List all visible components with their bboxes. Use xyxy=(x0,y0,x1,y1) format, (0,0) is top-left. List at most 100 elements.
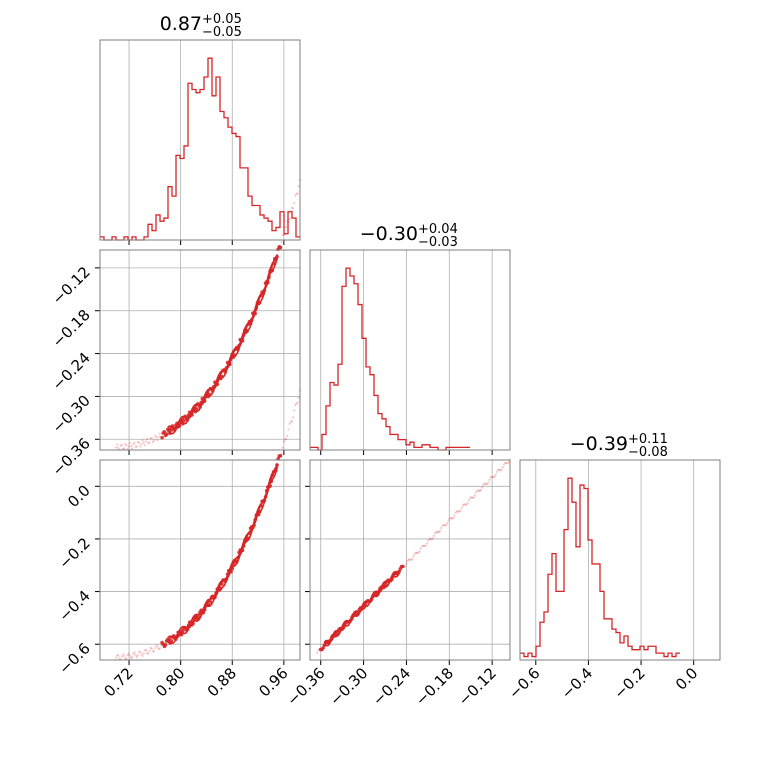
scatter-point xyxy=(402,565,406,568)
panel-frame xyxy=(99,249,301,451)
scatter-point xyxy=(133,651,136,654)
y-tick-label: −0.12 xyxy=(49,263,94,308)
title-param-2-plus: +0.11 xyxy=(628,432,668,447)
scatter-point xyxy=(125,444,128,447)
scatter-point xyxy=(501,466,504,469)
y-tick-label: −0.36 xyxy=(49,434,94,479)
scatter-point xyxy=(138,441,141,444)
scatter-point xyxy=(123,447,126,450)
histogram-0 xyxy=(100,57,300,241)
scatter-point xyxy=(463,503,466,506)
scatter-point xyxy=(317,649,320,652)
scatter-point xyxy=(457,510,460,513)
scatter-point xyxy=(411,557,414,560)
scatter-point xyxy=(278,245,283,250)
scatter-point xyxy=(500,468,503,471)
scatter-point xyxy=(135,445,138,448)
scatter-point xyxy=(135,656,138,659)
scatter-point xyxy=(495,470,498,474)
scatter-point xyxy=(476,489,479,492)
scatter-point xyxy=(120,655,123,658)
scatter-point xyxy=(418,550,421,553)
scatter-point xyxy=(481,486,484,489)
panel-frame xyxy=(99,39,301,241)
scatter-point xyxy=(141,439,144,442)
scatter-point xyxy=(280,452,283,455)
scatter-point xyxy=(297,396,300,399)
scatter-point xyxy=(473,494,477,497)
title-param-2-minus: −0.08 xyxy=(628,445,668,460)
scatter-point xyxy=(419,547,422,550)
scatter-point xyxy=(490,475,494,478)
scatter-point xyxy=(143,444,146,447)
x-tick-label: −0.36 xyxy=(283,664,328,709)
scatter-point xyxy=(451,517,454,520)
scatter-point xyxy=(115,656,118,659)
x-tick-label: −0.12 xyxy=(455,664,500,709)
scatter-point xyxy=(141,654,144,657)
scatter-point xyxy=(454,511,457,514)
scatter-point xyxy=(288,422,291,425)
scatter-point xyxy=(467,498,471,502)
panels: −0.12−0.18−0.24−0.30−0.360.72 0.80 0.88 0.9… xyxy=(49,39,721,709)
scatter-point xyxy=(144,440,148,443)
scatter-point xyxy=(293,202,296,205)
scatter-point xyxy=(121,653,125,656)
scatter-point xyxy=(289,420,292,424)
scatter-point xyxy=(280,241,283,244)
scatter-point xyxy=(129,444,133,448)
scatter-point xyxy=(127,652,130,655)
title-param-0: 0.87 +0.05 −0.05 xyxy=(160,12,242,40)
scatter-point xyxy=(475,491,478,494)
scatter-point xyxy=(440,527,443,530)
scatter-point xyxy=(138,650,141,654)
scatter-point xyxy=(441,524,444,527)
scatter-point xyxy=(147,441,150,444)
scatter-point xyxy=(123,654,126,658)
scatter-point xyxy=(453,514,456,517)
y-tick-label: −0.24 xyxy=(49,349,94,394)
scatter-point xyxy=(431,537,434,540)
title-param-1-median: −0.30 xyxy=(360,223,418,245)
panel-1-0: −0.12−0.18−0.24−0.30−0.36 xyxy=(49,178,302,480)
scatter-point xyxy=(428,537,431,541)
scatter-point xyxy=(505,461,508,465)
scatter-point xyxy=(127,445,130,448)
scatter-point xyxy=(413,552,416,555)
title-param-2: −0.39 +0.11 −0.08 xyxy=(570,432,668,460)
scatter-point xyxy=(157,647,160,651)
scatter-point xyxy=(131,656,134,659)
contour-line xyxy=(323,570,400,643)
y-tick-label: −0.6 xyxy=(55,639,93,677)
scatter-point xyxy=(466,501,469,505)
scatter-point xyxy=(136,441,140,444)
scatter-point xyxy=(420,545,424,548)
scatter-point xyxy=(464,503,467,506)
scatter-point xyxy=(483,482,486,485)
scatter-point xyxy=(126,654,129,657)
scatter-point xyxy=(292,416,295,419)
scatter-point xyxy=(290,420,294,423)
scatter-point xyxy=(445,524,448,527)
scatter-point xyxy=(493,475,496,478)
scatter-point xyxy=(412,555,415,558)
panel-1-1 xyxy=(309,249,511,455)
scatter-point xyxy=(437,531,440,534)
scatter-point xyxy=(162,429,167,434)
scatter-point xyxy=(283,232,287,236)
contour-line xyxy=(167,466,279,645)
scatter-point xyxy=(289,210,292,213)
scatter-point xyxy=(417,551,420,554)
scatter-point xyxy=(281,446,284,449)
scatter-point xyxy=(465,503,468,506)
title-param-1: −0.30 +0.04 −0.03 xyxy=(360,222,458,250)
scatter-point xyxy=(169,638,174,643)
scatter-point xyxy=(504,461,507,465)
scatter-point xyxy=(157,435,160,438)
scatter-point xyxy=(152,650,156,653)
panel-frame xyxy=(309,249,511,451)
scatter-point xyxy=(297,185,300,188)
scatter-point xyxy=(499,469,502,472)
scatter-point xyxy=(156,645,159,648)
scatter-point xyxy=(492,475,495,479)
